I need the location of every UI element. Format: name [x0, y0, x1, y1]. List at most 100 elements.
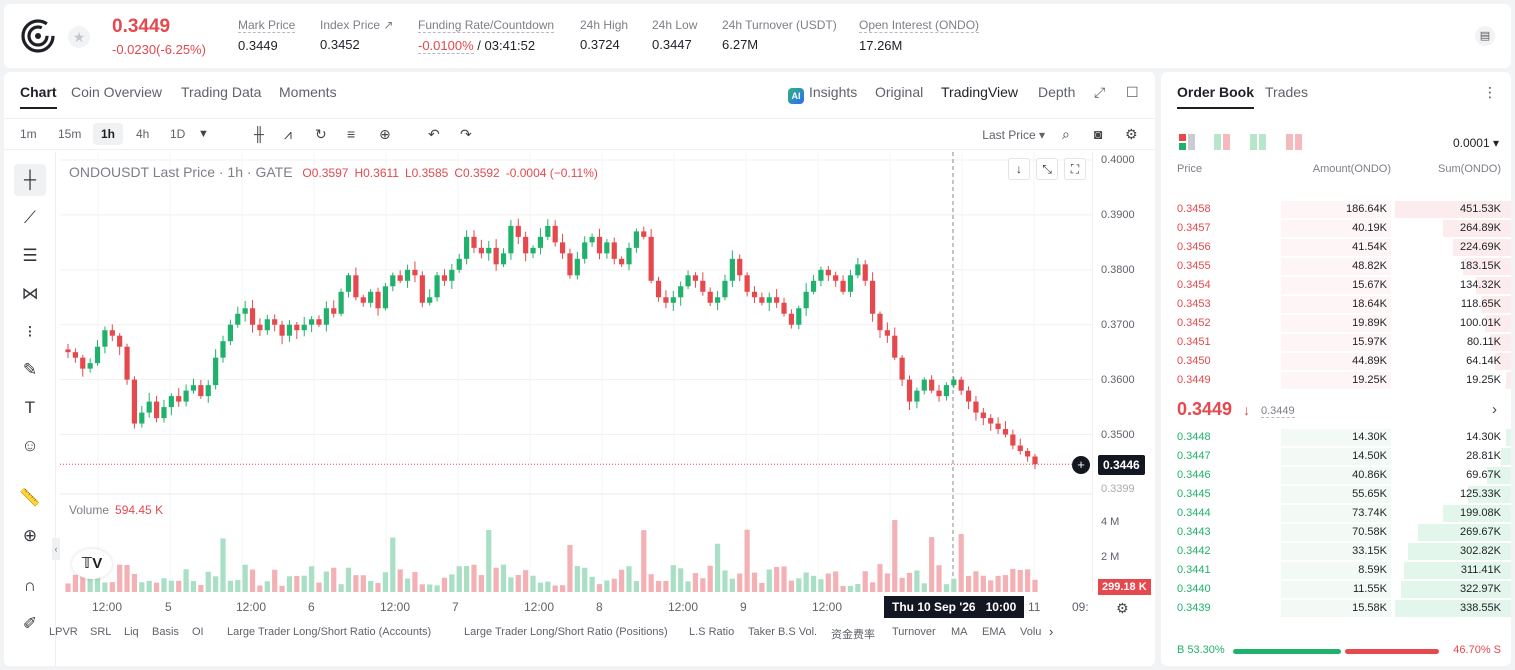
indicator-toggle[interactable]: EMA — [982, 626, 1006, 638]
more-icon[interactable]: ⋮ — [1483, 84, 1497, 100]
ask-row[interactable]: 0.3449 19.25K 19.25K — [1161, 371, 1511, 390]
redo-icon[interactable]: ↷ — [460, 126, 472, 142]
bid-row[interactable]: 0.3447 14.50K 28.81K — [1161, 447, 1511, 466]
tab-trading-data[interactable]: Trading Data — [181, 84, 262, 100]
add-alert-icon[interactable]: + — [1072, 456, 1090, 474]
book-mode-bids-icon[interactable] — [1214, 134, 1230, 150]
scroll-down-icon[interactable]: ↓ — [1008, 158, 1030, 180]
text-tool-icon[interactable]: T — [24, 398, 36, 417]
book-mode-both-icon[interactable] — [1179, 134, 1195, 150]
bid-row[interactable]: 0.3446 40.86K 69.67K — [1161, 466, 1511, 485]
view-depth[interactable]: Depth — [1038, 84, 1076, 100]
indicator-toggle[interactable]: Basis — [152, 626, 179, 638]
bid-row[interactable]: 0.3439 15.58K 338.55K — [1161, 599, 1511, 618]
ask-row[interactable]: 0.3450 44.89K 64.14K — [1161, 352, 1511, 371]
emoji-tool-icon[interactable]: ☺ — [21, 436, 39, 455]
bid-row[interactable]: 0.3445 55.65K 125.33K — [1161, 485, 1511, 504]
chevron-right-icon[interactable]: › — [1492, 401, 1497, 418]
tab-coin-overview[interactable]: Coin Overview — [71, 84, 163, 100]
settings-axis-icon[interactable]: ⚙ — [1116, 600, 1129, 616]
timeframe-15m[interactable]: 15m — [58, 127, 82, 141]
undo-icon[interactable]: ↶ — [428, 126, 440, 142]
indicator-toggle[interactable]: Liq — [124, 626, 139, 638]
price-axis[interactable]: 0.4000 0.3900 0.3800 0.3700 0.3600 0.350… — [1092, 152, 1155, 592]
window-icon[interactable]: ☐ — [1126, 84, 1139, 100]
replay-icon[interactable]: ↻ — [315, 126, 327, 142]
stat-index-price[interactable]: Index Price ↗ 0.3452 — [320, 18, 394, 52]
ask-row[interactable]: 0.3454 15.67K 134.32K — [1161, 276, 1511, 295]
ask-row[interactable]: 0.3458 186.64K 451.53K — [1161, 200, 1511, 219]
indicator-toggle[interactable]: MA — [951, 626, 968, 638]
timeframe-1d[interactable]: 1D — [170, 127, 186, 141]
gear-icon[interactable]: ⚙ — [1125, 126, 1138, 142]
trendline-tool-icon[interactable]: ⟋ — [24, 208, 36, 227]
brush-tool-icon[interactable]: ✎ — [22, 360, 38, 379]
indicator-toggle[interactable]: 资金费率 — [831, 629, 875, 641]
chevron-down-icon[interactable]: ▼ — [198, 128, 209, 140]
tab-moments[interactable]: Moments — [279, 84, 337, 100]
indicator-toggle[interactable]: Turnover — [892, 626, 936, 638]
ask-row[interactable]: 0.3457 40.19K 264.89K — [1161, 219, 1511, 238]
expand-icon[interactable]: ⤢ — [1094, 84, 1106, 100]
guide-book-icon[interactable]: ▤ — [1475, 26, 1495, 46]
timeframe-1h[interactable]: 1h — [93, 123, 124, 145]
bid-row[interactable]: 0.3440 11.55K 322.97K — [1161, 580, 1511, 599]
candlestick-chart[interactable] — [60, 152, 1092, 592]
indicator-toggle[interactable]: Large Trader Long/Short Ratio (Positions… — [464, 626, 668, 638]
ask-row[interactable]: 0.3453 18.64K 118.65K — [1161, 295, 1511, 314]
pattern-tool-icon[interactable]: ⋈ — [21, 284, 39, 303]
exchange-logo-icon[interactable] — [20, 18, 56, 54]
pencil-lock-icon[interactable]: ✐ — [22, 614, 38, 633]
collapse-icon[interactable]: ⤡ — [1036, 158, 1058, 180]
indicator-toggle[interactable]: Taker B.S Vol. — [748, 626, 818, 638]
indicator-toggle[interactable]: Volu — [1020, 626, 1042, 638]
search-icon[interactable]: ⌕ — [1062, 126, 1070, 142]
row-amount: 14.30K — [1352, 431, 1387, 443]
bid-row[interactable]: 0.3442 33.15K 302.82K — [1161, 542, 1511, 561]
ask-row[interactable]: 0.3451 15.97K 80.11K — [1161, 333, 1511, 352]
precision-select[interactable]: 0.0001 ▾ — [1452, 136, 1499, 150]
tradingview-logo-icon[interactable]: 𝕋V — [72, 549, 112, 579]
bid-row[interactable]: 0.3441 8.59K 311.41K — [1161, 561, 1511, 580]
volume-bar — [833, 571, 839, 592]
indicator-toggle[interactable]: SRL — [90, 626, 112, 638]
bid-row[interactable]: 0.3448 14.30K 14.30K — [1161, 428, 1511, 447]
tab-order-book[interactable]: Order Book — [1177, 84, 1255, 109]
ask-row[interactable]: 0.3452 19.89K 100.01K — [1161, 314, 1511, 333]
indicator-toggle[interactable]: L.S Ratio — [689, 626, 735, 638]
view-tradingview[interactable]: TradingView — [941, 84, 1019, 100]
bid-row[interactable]: 0.3443 70.58K 269.67K — [1161, 523, 1511, 542]
add-indicator-icon[interactable]: ⊕ — [379, 126, 391, 142]
projection-tool-icon[interactable]: ⁝ — [27, 322, 33, 341]
templates-icon[interactable]: ≡ — [347, 126, 356, 142]
magnet-tool-icon[interactable]: ∩ — [23, 576, 37, 595]
indicator-toggle[interactable]: OI — [192, 626, 204, 638]
tab-chart[interactable]: Chart — [20, 84, 57, 109]
collapse-sidebar-icon[interactable]: ‹ — [52, 538, 60, 560]
ruler-tool-icon[interactable]: 📏 — [19, 488, 41, 507]
chevron-right-icon[interactable]: › — [1049, 624, 1054, 639]
indicator-toggle[interactable]: LPVR — [49, 626, 78, 638]
ask-row[interactable]: 0.3456 41.54K 224.69K — [1161, 238, 1511, 257]
tab-trades[interactable]: Trades — [1265, 84, 1309, 100]
timeframe-4h[interactable]: 4h — [136, 127, 150, 141]
volume-bar — [899, 577, 905, 592]
maximize-icon[interactable]: ⛶ — [1064, 158, 1086, 180]
crosshair-tool-icon[interactable]: ┼ — [14, 164, 46, 196]
camera-icon[interactable]: ◙ — [1094, 126, 1103, 142]
view-original[interactable]: Original — [875, 84, 924, 100]
candle-type-icon[interactable]: ╫ — [254, 126, 264, 142]
bid-row[interactable]: 0.3444 73.74K 199.08K — [1161, 504, 1511, 523]
view-insights[interactable]: AI Insights — [788, 84, 857, 104]
book-mode-asks-icon[interactable] — [1250, 134, 1266, 150]
fib-tool-icon[interactable]: ☰ — [22, 246, 38, 265]
price-source-select[interactable]: Last Price ▾ — [982, 128, 1045, 142]
indicator-toggle[interactable]: Large Trader Long/Short Ratio (Accounts) — [227, 626, 432, 638]
indicators-icon[interactable]: ⩘ — [284, 126, 292, 142]
ask-row[interactable]: 0.3455 48.82K 183.15K — [1161, 257, 1511, 276]
book-mode-sell-icon[interactable] — [1286, 134, 1302, 150]
favorite-star-icon[interactable]: ★ — [68, 26, 90, 48]
timeframe-1m[interactable]: 1m — [20, 127, 37, 141]
zoom-tool-icon[interactable]: ⊕ — [22, 526, 38, 545]
row-sum: 125.33K — [1460, 488, 1501, 500]
